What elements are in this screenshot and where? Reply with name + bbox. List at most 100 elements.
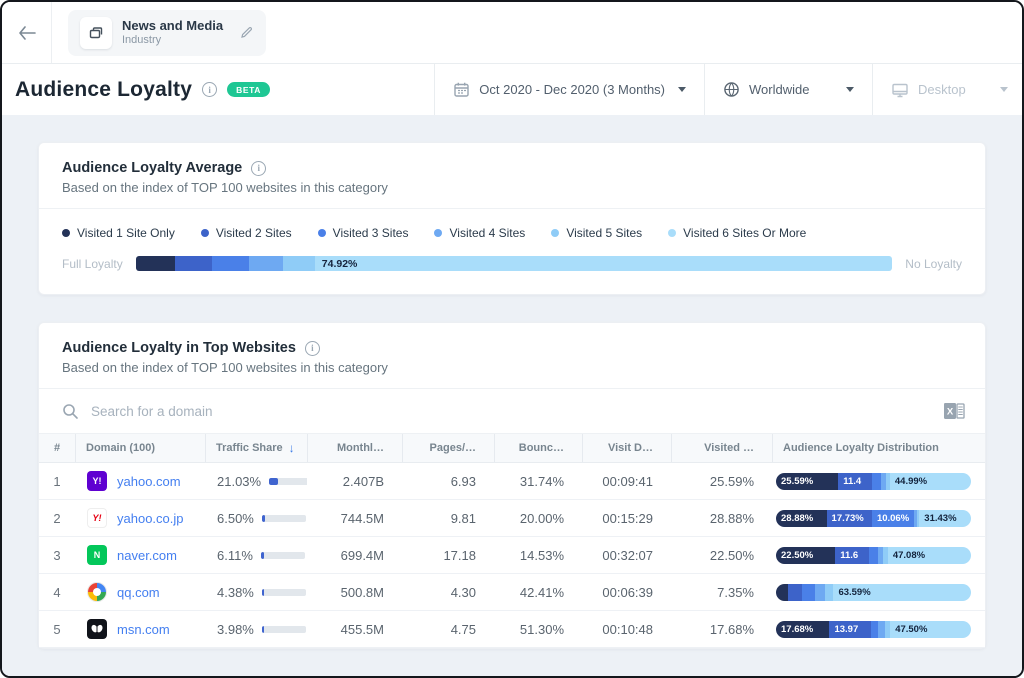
domain-search-input[interactable] — [91, 404, 929, 419]
domain-link[interactable]: yahoo.com — [117, 474, 181, 489]
device-selector[interactable]: Desktop — [872, 64, 1022, 115]
traffic-share-minibar — [261, 552, 305, 559]
column-header-visited[interactable]: Visited … — [671, 434, 772, 462]
traffic-share-value: 4.38% — [217, 585, 254, 600]
info-icon[interactable]: i — [202, 82, 217, 97]
qq-com-favicon — [87, 582, 107, 602]
column-label: Pages/… — [430, 442, 476, 454]
monthly-visits-cell: 455.5M — [307, 622, 402, 637]
average-bar-segment — [136, 256, 175, 271]
legend-item: Visited 3 Sites — [318, 226, 409, 240]
table-row: 2Y!yahoo.co.jp6.50%744.5M9.8120.00%00:15… — [39, 500, 985, 537]
table-row: 4qq.com4.38%500.8M4.3042.41%00:06:397.35… — [39, 574, 985, 611]
distribution-segment — [871, 621, 878, 638]
pages-per-visit-cell: 4.30 — [402, 585, 494, 600]
domain-cell: qq.com — [75, 582, 205, 602]
legend-item: Visited 6 Sites Or More — [668, 226, 806, 240]
excel-export-icon: X — [943, 401, 965, 421]
industry-icon — [80, 17, 112, 49]
domain-link[interactable]: naver.com — [117, 548, 177, 563]
chip-subtitle: Industry — [122, 34, 223, 48]
column-header-domain-100[interactable]: Domain (100) — [75, 434, 205, 462]
column-label: Bounc… — [519, 442, 564, 454]
column-label: Visited … — [704, 442, 754, 454]
visit-duration-cell: 00:32:07 — [582, 548, 671, 563]
monthly-visits-cell: 699.4M — [307, 548, 402, 563]
table-header-row: # Domain (100)Traffic Share↓Monthl… Pages/… — [39, 434, 985, 463]
info-icon[interactable]: i — [305, 341, 320, 356]
column-header-audience-loyalty-distribution[interactable]: Audience Loyalty Distribution — [772, 434, 985, 462]
legend-label: Visited 2 Sites — [216, 226, 292, 240]
column-header-pages[interactable]: Pages/… — [402, 434, 494, 462]
back-arrow-icon — [18, 26, 36, 40]
segment-value-label: 47.08% — [888, 550, 925, 561]
traffic-share-cell: 6.50% — [205, 511, 307, 526]
yahoo-co-jp-favicon: Y! — [87, 508, 107, 528]
no-loyalty-label: No Loyalty — [905, 257, 962, 271]
msn-com-favicon — [87, 619, 107, 639]
date-range-selector[interactable]: Oct 2020 - Dec 2020 (3 Months) — [434, 64, 704, 115]
search-icon — [62, 403, 79, 420]
svg-text:X: X — [947, 407, 954, 418]
distribution-segment — [776, 584, 788, 601]
column-label: Traffic Share — [216, 442, 283, 454]
legend-item: Visited 4 Sites — [434, 226, 525, 240]
domain-link[interactable]: qq.com — [117, 585, 160, 600]
column-header-visit-d[interactable]: Visit D… — [582, 434, 671, 462]
average-card-title: Audience Loyalty Average — [62, 160, 242, 176]
average-bar-segment — [283, 256, 315, 271]
monthly-visits-cell: 500.8M — [307, 585, 402, 600]
page-content: Audience Loyalty Average i Based on the … — [2, 115, 1022, 676]
traffic-share-value: 6.11% — [217, 548, 253, 563]
top-websites-card: Audience Loyalty in Top Websites i Based… — [38, 322, 986, 649]
calendar-icon — [453, 81, 470, 98]
distribution-segment — [788, 584, 802, 601]
visit-duration-cell: 00:06:39 — [582, 585, 671, 600]
chevron-down-icon — [678, 87, 686, 92]
industry-chip[interactable]: News and Media Industry — [68, 10, 266, 56]
traffic-share-minibar — [262, 589, 306, 596]
loyalty-distribution-cell: 28.88%17.73%10.06%31.43% — [772, 510, 985, 527]
info-icon[interactable]: i — [251, 161, 266, 176]
column-header-rank[interactable]: # — [39, 434, 75, 462]
excel-export-button[interactable]: X — [941, 399, 967, 423]
table-body: 1Y!yahoo.com21.03%2.407B6.9331.74%00:09:… — [39, 463, 985, 648]
distribution-segment: 28.88% — [776, 510, 827, 527]
bounce-rate-cell: 42.41% — [494, 585, 582, 600]
column-label: # — [54, 442, 60, 454]
domain-cell: Y!yahoo.com — [75, 471, 205, 491]
column-label: Audience Loyalty Distribution — [783, 442, 939, 454]
traffic-share-minibar — [262, 515, 306, 522]
domain-link[interactable]: msn.com — [117, 622, 170, 637]
rank-cell: 3 — [39, 548, 75, 563]
segment-value-label: 25.59% — [776, 476, 813, 487]
column-header-traffic-share[interactable]: Traffic Share↓ — [205, 434, 307, 462]
page-title: Audience Loyalty — [15, 78, 192, 102]
domain-link[interactable]: yahoo.co.jp — [117, 511, 184, 526]
full-loyalty-label: Full Loyalty — [62, 257, 123, 271]
column-header-monthl[interactable]: Monthl… — [307, 434, 402, 462]
legend-item: Visited 2 Sites — [201, 226, 292, 240]
beta-badge: BETA — [227, 82, 270, 97]
average-card-subtitle: Based on the index of TOP 100 websites i… — [62, 180, 962, 195]
edit-pencil-icon[interactable] — [239, 25, 254, 40]
chevron-down-icon — [846, 87, 854, 92]
globe-icon — [723, 81, 740, 98]
traffic-share-minibar — [262, 626, 306, 633]
traffic-share-cell: 6.11% — [205, 548, 307, 563]
segment-value-label: 17.68% — [776, 624, 813, 635]
legend-label: Visited 3 Sites — [333, 226, 409, 240]
distribution-segment — [872, 473, 880, 490]
average-loyalty-bar: 74.92% — [136, 256, 893, 271]
date-range-value: Oct 2020 - Dec 2020 (3 Months) — [479, 82, 665, 97]
back-button[interactable] — [2, 2, 52, 63]
distribution-segment — [815, 584, 825, 601]
country-selector[interactable]: Worldwide — [704, 64, 872, 115]
loyalty-distribution-cell: 17.68%13.9747.50% — [772, 621, 985, 638]
rank-cell: 1 — [39, 474, 75, 489]
column-header-bounc[interactable]: Bounc… — [494, 434, 582, 462]
average-bar-segment: 74.92% — [315, 256, 893, 271]
distribution-segment: 17.73% — [827, 510, 872, 527]
domain-cell: msn.com — [75, 619, 205, 639]
app-window: News and Media Industry Audience Loyalty… — [0, 0, 1024, 678]
